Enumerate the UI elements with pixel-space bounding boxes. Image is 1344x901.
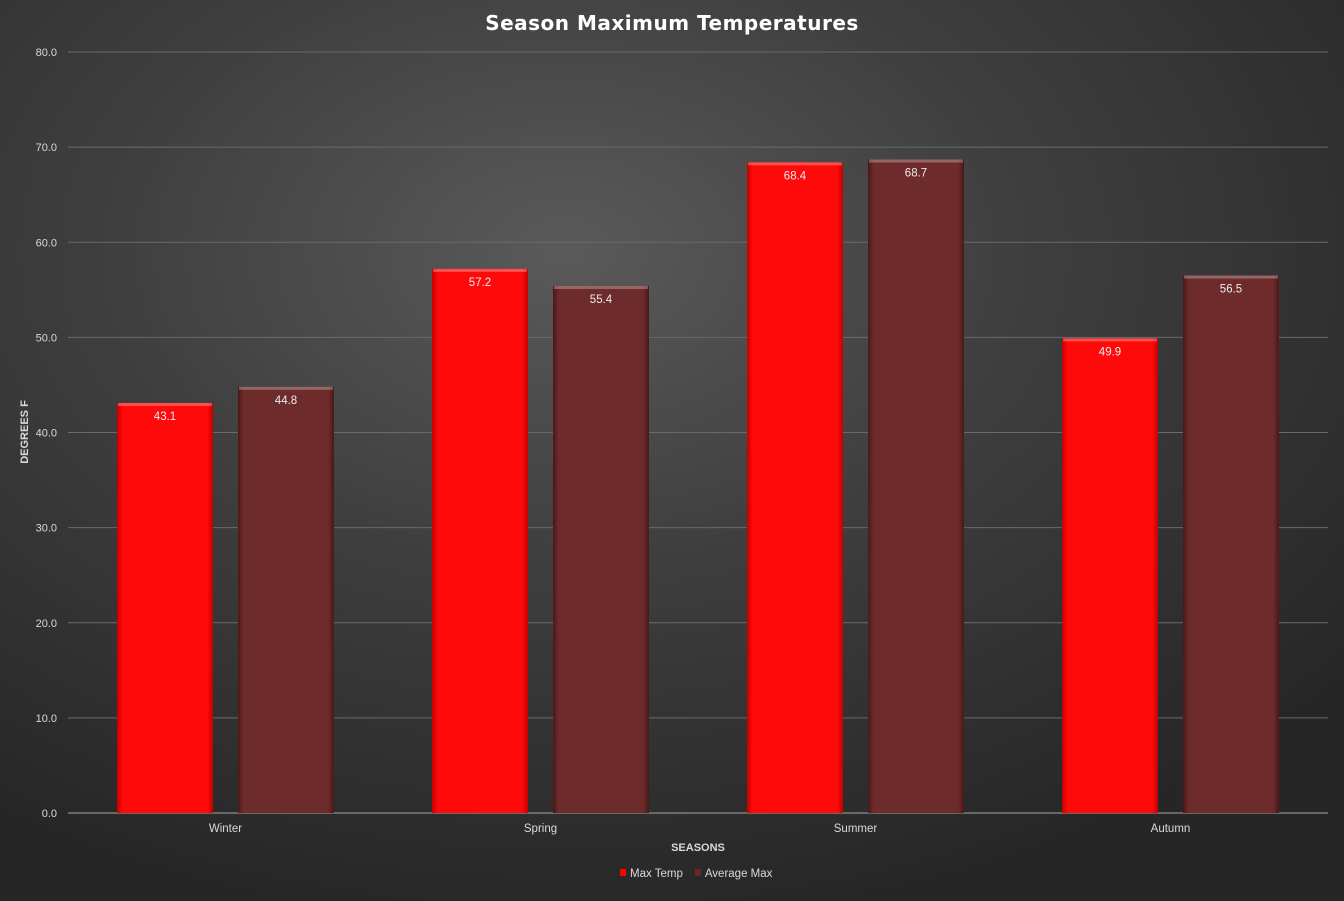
x-axis-title: SEASONS [671, 842, 725, 854]
legend-label: Max Temp [630, 868, 683, 880]
y-tick-label: 70.0 [36, 142, 57, 154]
data-label: 44.8 [275, 395, 297, 407]
bar-highlight [554, 286, 648, 290]
bar-average-max-spring [553, 286, 649, 813]
bar-highlight [118, 403, 212, 407]
bar-average-max-winter [238, 386, 334, 813]
y-tick-label: 30.0 [36, 523, 57, 535]
data-label: 49.9 [1099, 346, 1121, 358]
bar-max-temp-autumn [1062, 338, 1158, 813]
y-tick-label: 50.0 [36, 332, 57, 344]
data-label: 68.7 [905, 167, 927, 179]
bar-highlight [1184, 275, 1278, 279]
y-tick-label: 80.0 [36, 47, 57, 59]
bar-highlight [748, 162, 842, 166]
bar-max-temp-winter [117, 403, 213, 813]
bars [117, 159, 1279, 814]
data-label: 68.4 [784, 170, 807, 182]
y-tick-label: 60.0 [36, 237, 57, 249]
data-label: 55.4 [590, 294, 613, 306]
legend-swatch [620, 869, 626, 876]
bar-max-temp-spring [432, 268, 528, 813]
y-tick-label: 20.0 [36, 618, 57, 630]
bar-max-temp-summer [747, 162, 843, 814]
legend: Max Temp Average Max [620, 868, 773, 880]
data-label: 57.2 [469, 277, 491, 289]
bar-highlight [869, 159, 963, 163]
bar-highlight [239, 386, 333, 390]
category-label-summer: Summer [834, 823, 878, 835]
bar-average-max-autumn [1183, 275, 1279, 813]
y-tick-label: 10.0 [36, 713, 57, 725]
bar-average-max-summer [868, 159, 964, 813]
data-label: 56.5 [1220, 284, 1242, 296]
category-label-spring: Spring [524, 823, 557, 835]
data-labels: 43.1 44.8 57.2 55.4 68.4 68.7 49.9 56.5 [154, 167, 1242, 423]
y-tick-label: 0.0 [42, 808, 57, 820]
chart-title: Season Maximum Temperatures [485, 11, 859, 35]
data-label: 43.1 [154, 411, 176, 423]
legend-swatch [694, 869, 701, 876]
legend-label: Average Max [705, 868, 773, 880]
bar-highlight [1063, 338, 1157, 342]
category-label-winter: Winter [209, 823, 242, 835]
x-axis-categories: Winter Spring Summer Autumn [209, 823, 1190, 835]
y-axis-title: DEGREES F [19, 400, 31, 464]
y-axis-ticks: 0.0 10.0 20.0 30.0 40.0 50.0 60.0 70.0 80.0 [36, 47, 57, 820]
bar-highlight [433, 268, 527, 272]
y-tick-label: 40.0 [36, 428, 57, 440]
category-label-autumn: Autumn [1151, 823, 1191, 835]
